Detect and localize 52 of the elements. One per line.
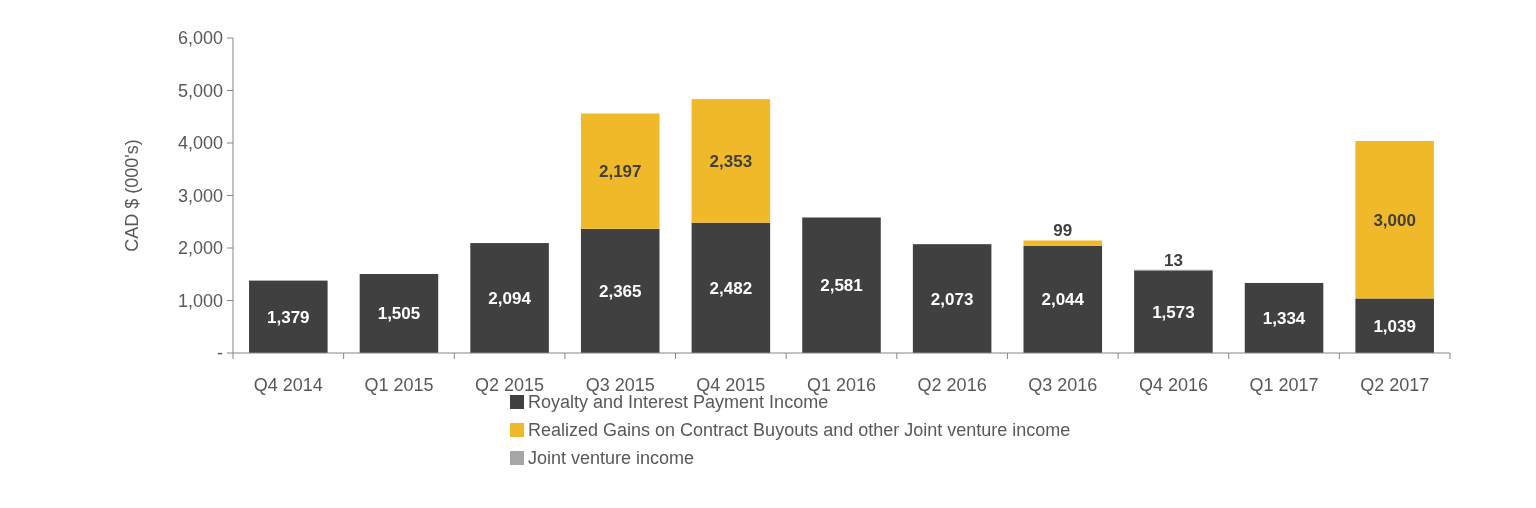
x-tick-label: Q2 2017 — [1360, 375, 1430, 395]
x-tick-label: Q3 2016 — [1028, 375, 1098, 395]
data-label: 13 — [1163, 250, 1183, 270]
y-tick-label: 4,000 — [177, 133, 223, 153]
bar — [249, 280, 328, 353]
data-label: 2,044 — [1041, 290, 1085, 310]
x-tick-label: Q1 2017 — [1249, 375, 1319, 395]
data-label: 1,334 — [1262, 308, 1306, 328]
x-tick-label: Q4 2014 — [253, 375, 323, 395]
bar — [1134, 270, 1213, 353]
data-label: 2,353 — [709, 151, 753, 171]
legend-label: Joint venture income — [528, 448, 695, 468]
bar — [802, 217, 881, 353]
bar — [1023, 245, 1103, 353]
x-tick-label: Q1 2016 — [806, 375, 877, 395]
bar — [359, 273, 439, 353]
bar — [1023, 240, 1103, 246]
y-tick-label: 3,000 — [177, 185, 223, 206]
x-tick-label: Q2 2016 — [917, 375, 987, 395]
x-tick-label: Q4 2016 — [1138, 375, 1208, 395]
bar — [1244, 282, 1324, 353]
legend-label: Realized Gains on Contract Buyouts and other Joint venture income — [528, 420, 1071, 440]
y-tick-label: 2,000 — [177, 238, 223, 258]
x-tick-label: Q4 2015 — [696, 375, 766, 395]
data-label: 2,073 — [930, 289, 974, 309]
data-label: 2,365 — [598, 281, 642, 301]
bar — [470, 243, 549, 353]
data-label: 1,573 — [1152, 302, 1195, 322]
data-label: 1,379 — [267, 307, 310, 327]
bar — [1355, 140, 1434, 299]
data-label: 3,000 — [1373, 210, 1416, 230]
data-label: 1,039 — [1373, 316, 1416, 336]
bar — [580, 228, 660, 353]
data-label: 2,094 — [488, 289, 532, 309]
data-label: 99 — [1053, 221, 1073, 241]
bar — [580, 113, 660, 229]
bar — [1355, 298, 1434, 353]
bar — [912, 244, 992, 353]
bar — [691, 99, 771, 223]
data-label: 1,505 — [377, 304, 421, 324]
data-label: 2,482 — [709, 278, 753, 298]
y-tick-label: - — [217, 343, 223, 363]
x-tick-label: Q1 2015 — [364, 375, 434, 395]
x-tick-label: Q2 2015 — [475, 375, 545, 395]
y-axis-title: CAD $ (000's) — [122, 139, 142, 252]
y-tick-label: 1,000 — [177, 290, 223, 311]
bar — [691, 222, 771, 353]
y-tick-label: 6,000 — [177, 28, 223, 48]
data-label: 2,581 — [820, 276, 863, 296]
y-tick-label: 5,000 — [177, 80, 223, 101]
data-label: 2,197 — [598, 162, 642, 182]
x-tick-label: Q3 2015 — [585, 375, 655, 395]
